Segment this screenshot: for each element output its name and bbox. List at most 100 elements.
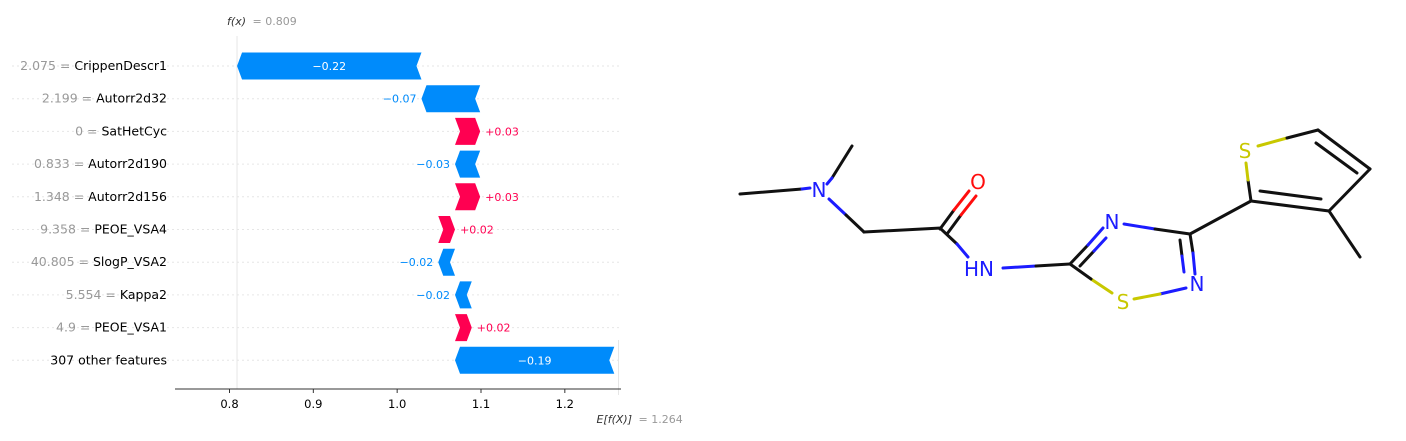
bond (952, 189, 971, 212)
feature-value: 0.833 = (34, 156, 88, 171)
bar-value-label: +0.02 (460, 224, 494, 237)
feature-label: 2.075 = CrippenDescr1 (20, 58, 167, 73)
fx-label-value: = 0.809 (253, 15, 297, 28)
feature-name: Autorr2d190 (88, 156, 167, 171)
bond (945, 213, 963, 236)
bond (1249, 199, 1331, 213)
feature-value: 5.554 = (66, 287, 120, 302)
bond (1178, 238, 1184, 258)
ex-label-value: = 1.264 (639, 413, 683, 426)
feature-value: 1.348 = (34, 189, 88, 204)
feature-value: 40.805 = (31, 254, 93, 269)
waterfall-bar (421, 85, 481, 113)
feature-name: PEOE_VSA1 (94, 320, 167, 335)
bar-value-label: +0.03 (485, 125, 519, 138)
bond (955, 242, 970, 259)
bond (1188, 232, 1195, 255)
feature-value: 2.075 = (20, 58, 74, 73)
waterfall-bar (455, 183, 481, 211)
bond (938, 208, 956, 231)
bars (237, 52, 615, 374)
bar-value-label: −0.19 (518, 354, 552, 367)
feature-name: SlogP_VSA2 (93, 254, 167, 269)
bond (1188, 199, 1253, 236)
bar-value-label: −0.22 (312, 60, 346, 73)
waterfall-bar (438, 216, 456, 243)
bar-value-label: −0.07 (383, 93, 417, 106)
atom-oxygen: O (970, 170, 986, 194)
feature-name: Kappa2 (120, 287, 167, 302)
feature-label: 2.199 = Autorr2d32 (42, 91, 167, 106)
atom-nitrogen: N (1105, 210, 1120, 234)
waterfall-bar (455, 314, 472, 342)
bond (830, 144, 854, 180)
x-axis-ticks: 0.8 0.9 1.0 1.1 1.2 (220, 389, 574, 411)
bond (1191, 251, 1197, 276)
bond (1256, 136, 1289, 148)
waterfall-bar (455, 117, 481, 145)
waterfall-bar (438, 248, 456, 276)
feature-value: 9.358 = (40, 222, 94, 237)
bond (800, 186, 812, 191)
bond (1258, 189, 1323, 201)
bond (1285, 128, 1320, 140)
feature-label: 40.805 = SlogP_VSA2 (31, 254, 167, 269)
bond (1122, 222, 1157, 231)
feature-label: 307 other features (50, 352, 167, 367)
bar-value-label: −0.03 (416, 158, 450, 171)
atom-nitrogen: N (1190, 272, 1205, 296)
bond (1089, 277, 1114, 295)
bar-value-label: −0.02 (416, 289, 450, 302)
feature-name: SatHetCyc (102, 123, 168, 138)
waterfall-bar (237, 52, 422, 80)
ex-label-name: E[f(X)] (596, 413, 632, 426)
feature-name: Autorr2d32 (96, 91, 167, 106)
ex-label: E[f(X)] = 1.264 (596, 413, 682, 426)
bond (1180, 254, 1186, 274)
atom-sulfur: S (1239, 139, 1252, 163)
x-tick-label: 1.1 (472, 397, 490, 411)
bond (939, 227, 959, 246)
feature-value: 4.9 = (56, 320, 94, 335)
bond (1327, 167, 1372, 213)
atom-amide-nitrogen: HN (964, 257, 994, 281)
bond (1092, 236, 1108, 253)
bond (1153, 227, 1192, 236)
feature-labels: −0.22 2.075 = CrippenDescr1 −0.07 2.199 = A… (20, 58, 551, 367)
bond (1001, 264, 1038, 270)
feature-label: 9.358 = PEOE_VSA4 (40, 222, 167, 237)
atom-nitrogen: N (812, 178, 827, 202)
bond (1244, 161, 1250, 182)
x-tick-label: 1.2 (556, 397, 574, 411)
molecule-structure: N O HN N S N S (738, 128, 1372, 314)
bond (1078, 249, 1096, 268)
bond (1246, 178, 1253, 203)
bond (825, 176, 834, 186)
feature-label: 0.833 = Autorr2d190 (34, 156, 167, 171)
bond (1158, 286, 1188, 296)
waterfall-bar (455, 150, 481, 178)
feature-label: 1.348 = Autorr2d156 (34, 189, 167, 204)
bond (1068, 262, 1093, 281)
feature-name: 307 other features (50, 352, 167, 367)
bond (1314, 141, 1359, 175)
bond (827, 197, 848, 217)
bond (1132, 292, 1162, 301)
shap-waterfall-chart: −0.22 2.075 = CrippenDescr1 −0.07 2.199 = A… (12, 15, 683, 426)
waterfall-bar (455, 281, 472, 309)
x-tick-label: 0.8 (220, 397, 238, 411)
feature-value: 2.199 = (42, 91, 96, 106)
bond (738, 187, 804, 196)
feature-value: 0 = (75, 123, 101, 138)
fx-label: f(x) = 0.809 (227, 15, 297, 28)
feature-label: 5.554 = Kappa2 (66, 287, 167, 302)
feature-name: PEOE_VSA4 (94, 222, 167, 237)
bond (1034, 262, 1072, 268)
fx-label-name: f(x) (227, 15, 246, 28)
bar-value-label: +0.03 (485, 191, 519, 204)
feature-label: 4.9 = PEOE_VSA1 (56, 320, 167, 335)
waterfall-bar (455, 346, 615, 374)
bond (862, 226, 943, 234)
bar-value-label: +0.02 (477, 322, 511, 335)
x-tick-label: 0.9 (304, 397, 322, 411)
